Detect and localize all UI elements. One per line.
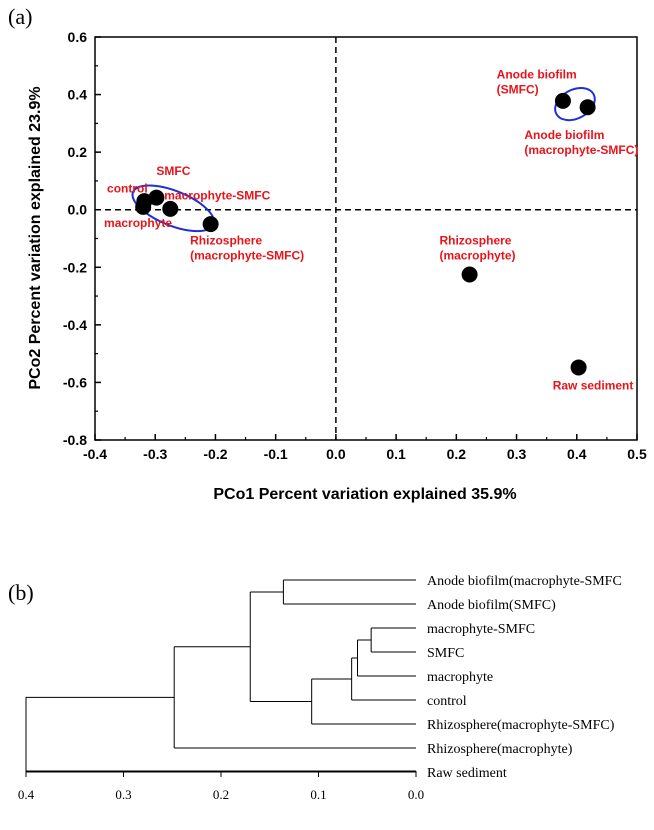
point-label: Anode biofilm (macrophyte-SMFC): [524, 128, 638, 157]
x-tick-label: 0.0: [326, 446, 346, 462]
data-point: [570, 359, 587, 376]
x-tick-label: -0.1: [264, 446, 288, 462]
dendrogram-branches: [25, 579, 416, 773]
distance-axis: 0.4 0.3 0.2 0.1 0.0: [18, 770, 424, 802]
y-tick-label: -0.6: [63, 374, 87, 390]
leaf-label: macrophyte: [427, 670, 493, 685]
x-tick-label: 0.2: [447, 446, 467, 462]
panel-b-label: (b): [8, 580, 34, 605]
panel-a-label: (a): [8, 4, 32, 29]
point-label: control: [107, 181, 148, 195]
point-labels: SMFC control macrophyte-SMFC macrophyte Rhiz…: [104, 68, 638, 393]
x-tick-label: 0.3: [507, 446, 527, 462]
leaf-label: Anode biofilm(SMFC): [427, 598, 556, 613]
x-tick-label: -0.3: [143, 446, 167, 462]
x-axis-ticks: -0.4 -0.3 -0.2 -0.1 0.0 0.1 0.2 0.3 0.4 0.5: [83, 434, 647, 462]
reference-lines: [95, 37, 637, 440]
y-axis-title: PCo2 Percent variation explained 23.9%: [27, 86, 44, 389]
leaf-label: control: [427, 694, 467, 709]
point-label: Rhizosphere (macrophyte): [439, 233, 515, 262]
y-tick-label: 0.4: [68, 87, 88, 103]
y-tick-label: -0.8: [63, 432, 87, 448]
distance-tick-label: 0.3: [115, 787, 131, 802]
leaf-label: Anode biofilm(macrophyte-SMFC: [427, 574, 622, 589]
y-tick-label: -0.2: [63, 259, 87, 275]
x-tick-label: -0.2: [203, 446, 227, 462]
pcoa-panel: (a) -0.4 -0.3 -0.2 -0.1 0.0 0.1 0.2 0.3 0.4 0.5 -…: [8, 4, 647, 503]
x-axis-title: PCo1 Percent variation explained 35.9%: [213, 486, 516, 503]
point-label: Raw sediment: [553, 379, 634, 393]
data-points: [135, 92, 596, 376]
leaf-label: SMFC: [427, 646, 464, 661]
data-point: [148, 189, 165, 206]
distance-tick-label: 0.1: [310, 787, 326, 802]
x-tick-label: -0.4: [83, 446, 107, 462]
point-label: Rhizosphere (macrophyte-SMFC): [190, 233, 304, 262]
cluster-ellipses: [131, 86, 596, 233]
point-label: Anode biofilm (SMFC): [497, 68, 577, 97]
y-tick-label: 0.2: [68, 144, 88, 160]
data-point: [162, 200, 179, 217]
cluster-ellipse: [554, 86, 596, 122]
point-label: macrophyte-SMFC: [164, 189, 270, 203]
data-point: [554, 92, 571, 109]
distance-tick-label: 0.0: [408, 787, 424, 802]
data-point: [579, 99, 596, 116]
point-label: macrophyte: [104, 216, 172, 230]
distance-tick-label: 0.4: [18, 787, 35, 802]
y-axis-ticks: -0.8 -0.6 -0.4 -0.2 0.0 0.2 0.4 0.6: [63, 29, 101, 448]
distance-tick-label: 0.2: [213, 787, 229, 802]
x-tick-label: 0.4: [567, 446, 587, 462]
x-tick-label: 0.1: [386, 446, 406, 462]
x-tick-label: 0.5: [627, 446, 647, 462]
leaf-label: Raw sediment: [427, 766, 507, 781]
data-point: [136, 193, 153, 210]
data-point: [461, 266, 478, 283]
y-tick-label: -0.4: [63, 317, 87, 333]
y-tick-label: 0.6: [68, 29, 88, 45]
leaf-label: macrophyte-SMFC: [427, 622, 535, 637]
leaf-labels: Anode biofilm(macrophyte-SMFC Anode biofi…: [427, 574, 622, 781]
leaf-label: Rhizosphere(macrophyte-SMFC): [427, 718, 615, 733]
leaf-label: Rhizosphere(macrophyte): [427, 742, 573, 757]
y-tick-label: 0.0: [68, 202, 88, 218]
point-label: SMFC: [156, 164, 190, 178]
data-point: [202, 216, 219, 233]
